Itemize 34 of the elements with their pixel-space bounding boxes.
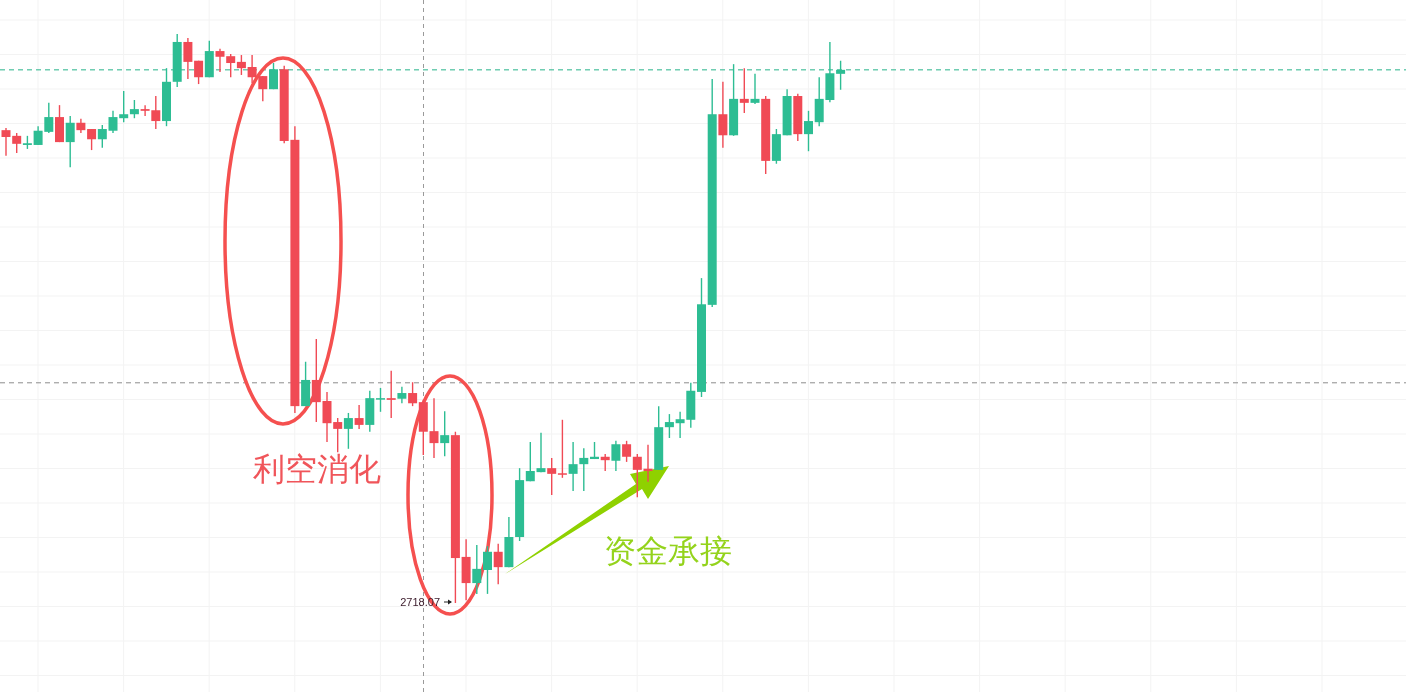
candlestick — [236, 54, 246, 76]
candlestick — [472, 544, 482, 595]
candlestick — [408, 381, 418, 407]
candlestick — [386, 370, 396, 419]
candlestick — [664, 413, 674, 439]
candlestick — [718, 81, 728, 149]
candlestick — [343, 412, 353, 450]
candlestick — [632, 453, 642, 498]
candlestick — [429, 397, 439, 459]
candlestick — [97, 124, 107, 149]
candlestick — [129, 99, 139, 119]
candlestick — [536, 432, 546, 473]
candlestick — [804, 110, 813, 152]
candlestick — [376, 387, 385, 413]
candlestick — [354, 404, 364, 430]
annotation: 资金承接 — [604, 533, 732, 569]
candlestick — [611, 440, 621, 472]
candlestick — [750, 73, 760, 105]
candlestick — [557, 419, 567, 479]
candlestick — [311, 338, 321, 423]
candlestick — [183, 37, 193, 80]
candlestick — [493, 543, 503, 585]
candlestick — [440, 410, 450, 457]
candlestick — [568, 441, 578, 492]
candlestick — [525, 441, 535, 482]
candlestick — [739, 67, 749, 114]
candlestick — [579, 447, 589, 492]
candlestick — [643, 444, 653, 483]
candlestick — [87, 128, 97, 151]
candlestick — [483, 545, 492, 595]
candlestick — [65, 115, 75, 168]
annotation: 利空消化 — [253, 451, 381, 487]
candlestick — [622, 440, 632, 463]
candlestick — [547, 457, 557, 496]
